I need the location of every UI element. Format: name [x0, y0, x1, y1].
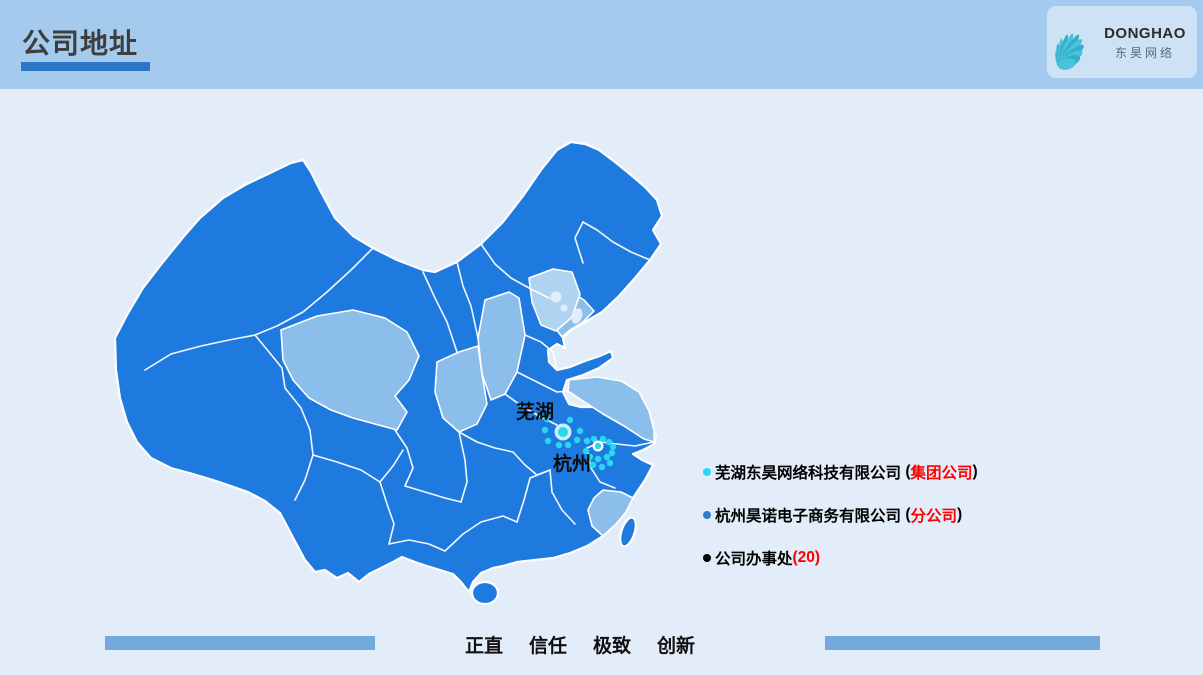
motto-word: 正直 — [464, 636, 503, 657]
hq-marker — [558, 427, 568, 437]
office-dot — [555, 441, 563, 449]
legend: 芜湖东昊网络科技有限公司 (集团公司) 杭州昊诺电子商务有限公司 (分公司) 公司办… — [703, 461, 978, 590]
legend-text: ) — [972, 463, 978, 480]
office-dot — [566, 416, 574, 424]
office-dot — [576, 427, 584, 435]
legend-text: 芜湖东昊网络科技有限公司 — [715, 465, 906, 482]
legend-text: ( — [905, 463, 911, 480]
office-dot — [586, 453, 594, 461]
office-dot — [608, 449, 616, 457]
office-dot — [598, 463, 606, 471]
header-bar: 公司地址 DONGHAO 东昊网络 — [0, 0, 1203, 89]
logo-name: DONGHAO — [1104, 25, 1186, 42]
legend-text: 杭州昊诺电子商务有限公司 — [715, 508, 906, 525]
motto-word: 信任 — [528, 636, 567, 657]
office-dot — [599, 435, 607, 443]
branch-marker — [594, 442, 602, 450]
legend-text: ) — [957, 506, 963, 523]
title-underline — [21, 62, 150, 71]
logo-text: DONGHAO 东昊网络 — [1097, 25, 1193, 61]
legend-item: 杭州昊诺电子商务有限公司 (分公司) — [703, 504, 978, 526]
legend-text: ( — [905, 506, 911, 523]
office-dot — [609, 443, 617, 451]
hainan-island — [470, 580, 500, 606]
legend-text: 集团公司 — [910, 465, 973, 482]
legend-item: 公司办事处 (20) — [703, 547, 978, 569]
highlight-provinces — [280, 268, 655, 537]
legend-text: 公司办事处 — [715, 551, 793, 568]
office-dot — [603, 453, 611, 461]
office-dot — [544, 437, 552, 445]
legend-text: 分公司 — [910, 508, 957, 525]
office-dot — [590, 435, 598, 443]
office-dot — [589, 461, 597, 469]
footer-bar-right — [825, 636, 1100, 650]
office-dot — [573, 436, 581, 444]
footer-motto: 正直 信任 极致 创新 — [360, 631, 800, 658]
legend-bullet-icon — [703, 511, 711, 519]
motto-word: 创新 — [657, 636, 696, 657]
page-title: 公司地址 — [22, 28, 139, 59]
city-label: 芜湖 — [516, 400, 554, 423]
legend-bullet-icon — [703, 554, 711, 562]
city-label: 杭州 — [553, 452, 591, 475]
feather-logo-icon — [1055, 33, 1084, 70]
legend-text: (20) — [792, 549, 821, 566]
office-dot — [541, 426, 549, 434]
legend-bullet-icon — [703, 468, 711, 476]
footer-bar-left — [105, 636, 375, 650]
office-dot — [564, 441, 572, 449]
office-dot — [543, 415, 551, 423]
legend-item: 芜湖东昊网络科技有限公司 (集团公司) — [703, 461, 978, 483]
office-dot — [605, 438, 613, 446]
motto-word: 极致 — [593, 636, 632, 657]
office-dot — [594, 455, 602, 463]
office-dot — [582, 447, 590, 455]
taiwan-island — [619, 516, 637, 548]
office-dot — [606, 459, 614, 467]
logo-subtitle: 东昊网络 — [1114, 46, 1175, 60]
office-dot — [583, 437, 591, 445]
